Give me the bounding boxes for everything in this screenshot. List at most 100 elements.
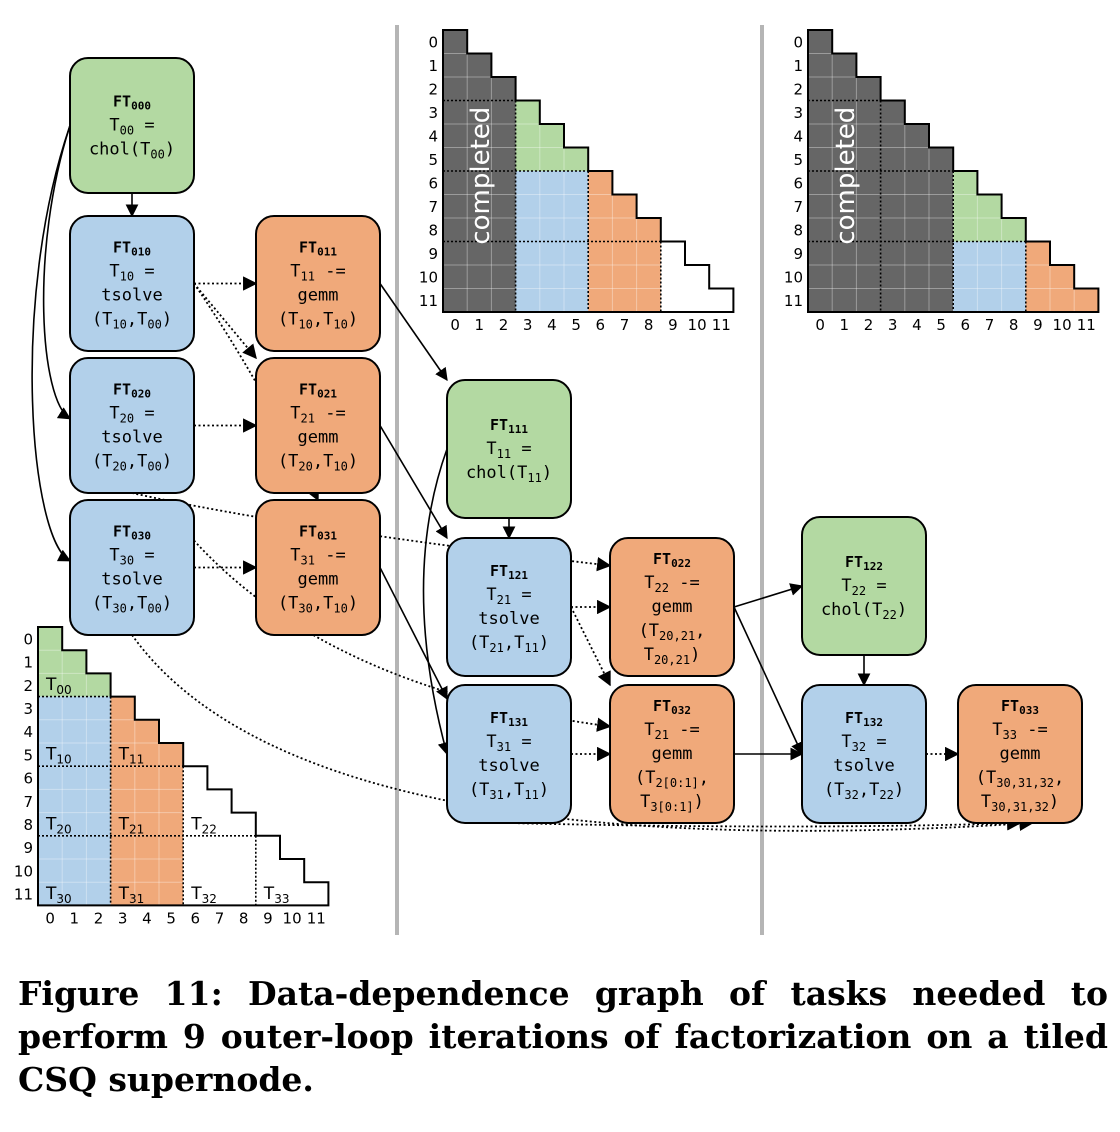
task-node-line: T10 = <box>109 262 154 284</box>
task-node-line: T20 = <box>109 404 154 426</box>
col-tick-label: 0 <box>815 316 825 334</box>
tile-3-3 <box>255 835 329 906</box>
row-tick-label: 11 <box>419 292 438 310</box>
tile-3-2 <box>588 241 661 312</box>
matrix-outline <box>37 626 330 907</box>
col-tick-label: 9 <box>263 909 273 927</box>
row-tick-label: 10 <box>14 862 33 880</box>
row-tick-label: 4 <box>793 128 803 146</box>
col-tick-label: 2 <box>864 316 874 334</box>
row-tick-label: 9 <box>428 245 438 263</box>
row-tick-label: 4 <box>428 128 438 146</box>
task-node-line: (T2[0:1], <box>635 768 709 790</box>
col-tick-label: 11 <box>712 316 731 334</box>
task-node-line: T21 = <box>486 585 531 607</box>
task-node-line: T32 = <box>841 732 886 754</box>
task-node-line: T00 = <box>109 116 154 138</box>
row-tick-label: 5 <box>23 746 33 764</box>
matrix-outline <box>442 29 735 313</box>
edge-ft031-to-ft131 <box>379 567 448 700</box>
tile-3-3 <box>1025 241 1099 312</box>
task-node-line: (T20,T10) <box>278 452 358 474</box>
row-tick-label: 3 <box>23 700 33 718</box>
task-node-line: T30,31,32) <box>981 792 1059 814</box>
tile-0-0 <box>443 30 516 101</box>
dependency-edges <box>31 125 1034 832</box>
tile-3-2 <box>183 835 256 906</box>
task-node-line: gemm <box>298 570 339 590</box>
edge-ft000-to-ft030 <box>31 125 72 562</box>
col-tick-label: 6 <box>961 316 971 334</box>
task-node-line: T21 -= <box>644 720 699 742</box>
col-tick-label: 10 <box>688 316 707 334</box>
task-node-line: (T31,T11) <box>469 780 549 802</box>
edge-ft111-to-ft131 <box>422 448 451 756</box>
tile-2-1 <box>110 766 184 836</box>
row-tick-label: 11 <box>784 292 803 310</box>
row-tick-label: 1 <box>793 57 803 75</box>
task-node-line: T22 = <box>841 576 886 598</box>
task-node-line: (T10,T00) <box>92 310 172 332</box>
task-node-line: tsolve <box>478 609 539 629</box>
tile-1-1 <box>880 100 954 171</box>
task-node-line: gemm <box>298 428 339 448</box>
row-tick-label: 2 <box>793 81 803 99</box>
tile-2-2 <box>953 171 1026 242</box>
task-node-line: tsolve <box>833 756 894 776</box>
edge-ft011-to-ft111 <box>379 283 448 382</box>
row-tick-label: 10 <box>784 269 803 287</box>
tile-3-3 <box>660 241 734 312</box>
row-tick-label: 6 <box>428 175 438 193</box>
row-tick-label: 8 <box>793 222 803 240</box>
tile-2-0 <box>808 171 881 242</box>
task-node-line: gemm <box>298 286 339 306</box>
row-tick-label: 1 <box>23 654 33 672</box>
edge-ft030-to-ft032 <box>193 539 612 732</box>
edge-ft021-to-ft121 <box>379 425 448 540</box>
row-tick-label: 9 <box>793 245 803 263</box>
row-tick-label: 9 <box>23 839 33 857</box>
col-tick-label: 10 <box>283 909 302 927</box>
col-tick-label: 8 <box>239 909 249 927</box>
task-node-title: FT000 <box>113 93 151 113</box>
task-node-line: T30 = <box>109 546 154 568</box>
task-node-line: tsolve <box>478 756 539 776</box>
col-tick-label: 4 <box>912 316 922 334</box>
row-tick-label: 5 <box>793 151 803 169</box>
col-tick-label: 4 <box>142 909 152 927</box>
row-tick-label: 4 <box>23 723 33 741</box>
tile-1-1 <box>515 100 589 171</box>
edge-ft121-to-ft032 <box>570 606 611 687</box>
tile-3-1 <box>515 241 589 312</box>
tile-3-0 <box>808 241 881 312</box>
row-tick-label: 7 <box>428 198 438 216</box>
col-tick-label: 3 <box>523 316 533 334</box>
task-node-line: (T30,T00) <box>92 594 172 616</box>
edge-ft010-to-ft021 <box>193 282 257 360</box>
row-tick-label: 0 <box>793 34 803 52</box>
edge-ft000-to-ft020 <box>42 125 72 420</box>
tile-3-0 <box>443 241 516 312</box>
task-node-line: T20,21) <box>644 645 701 667</box>
col-tick-label: 1 <box>70 909 80 927</box>
row-tick-label: 10 <box>419 269 438 287</box>
tile-2-1 <box>880 171 954 242</box>
task-node-line: (T21,T11) <box>469 633 549 655</box>
row-tick-label: 1 <box>428 57 438 75</box>
row-tick-label: 7 <box>23 793 33 811</box>
task-node-line: chol(T00) <box>89 140 175 162</box>
tile-2-0 <box>38 766 111 836</box>
col-tick-label: 0 <box>45 909 55 927</box>
col-tick-label: 6 <box>191 909 201 927</box>
tile-1-1 <box>110 696 184 767</box>
task-node-line: T21 -= <box>290 404 345 426</box>
col-tick-label: 5 <box>936 316 946 334</box>
